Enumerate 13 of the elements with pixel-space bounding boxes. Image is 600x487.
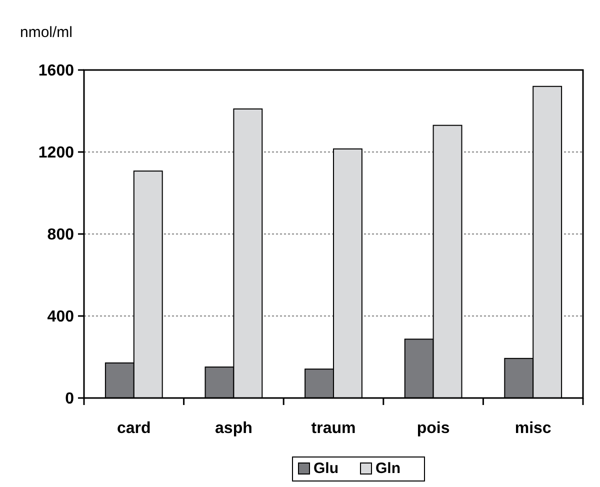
legend-label: Glu xyxy=(314,460,338,477)
legend-label: Gln xyxy=(376,460,400,477)
x-tick-label: traum xyxy=(311,420,356,437)
y-tick-label: 0 xyxy=(65,390,74,408)
x-tick-label: pois xyxy=(416,420,450,437)
y-tick-label: 1200 xyxy=(38,144,74,162)
y-tick-label: 400 xyxy=(47,308,74,326)
y-axis-title: nmol/ml xyxy=(20,24,73,41)
x-tick-label: asph xyxy=(215,420,252,437)
y-tick-label: 1600 xyxy=(38,62,74,80)
x-tick-label: misc xyxy=(514,420,552,437)
y-tick-label: 800 xyxy=(47,226,74,244)
x-tick-label: card xyxy=(117,420,151,437)
